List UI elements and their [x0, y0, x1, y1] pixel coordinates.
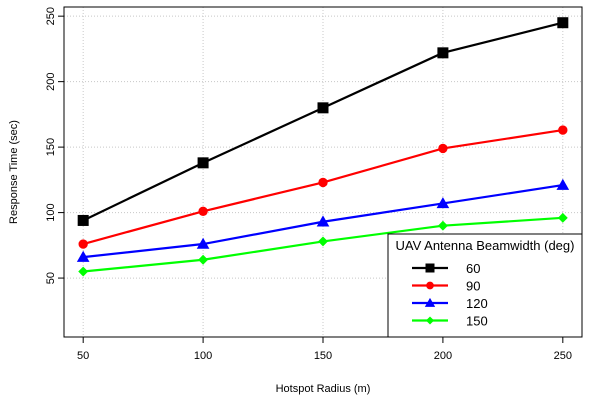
legend-label: 90 — [466, 279, 480, 294]
data-point — [438, 143, 448, 154]
legend-item: 150 — [412, 314, 488, 329]
series-150 — [78, 212, 568, 277]
x-tick-label: 150 — [314, 350, 332, 362]
x-tick-label: 100 — [194, 350, 212, 362]
data-point — [557, 17, 569, 29]
grid-lines — [64, 7, 582, 337]
x-axis: 50 100 150 200 250 — [77, 337, 572, 362]
y-tick-label: 250 — [45, 7, 57, 25]
data-point — [437, 47, 449, 59]
series-90 — [78, 125, 568, 249]
series-lines — [76, 17, 570, 277]
data-point — [436, 197, 450, 209]
data-point — [318, 177, 328, 188]
data-point — [556, 178, 570, 190]
legend-label: 120 — [466, 296, 488, 311]
legend-marker — [424, 297, 436, 307]
legend-item: 120 — [412, 296, 488, 311]
y-axis-title: Response Time (sec) — [8, 120, 20, 224]
y-tick-label: 200 — [45, 72, 57, 90]
series-60 — [77, 17, 569, 226]
y-tick-label: 150 — [45, 138, 57, 156]
data-point — [317, 102, 329, 114]
data-point — [437, 220, 448, 231]
y-tick-label: 50 — [45, 272, 57, 284]
data-point — [78, 239, 88, 249]
legend-item: 60 — [412, 261, 480, 276]
data-point — [196, 237, 210, 249]
y-tick-label: 100 — [45, 203, 57, 221]
data-point — [558, 125, 568, 135]
x-tick-label: 250 — [554, 350, 572, 362]
legend-title: UAV Antenna Beamwidth (deg) — [396, 238, 575, 253]
data-point — [198, 206, 208, 216]
data-point — [197, 157, 209, 169]
legend-label: 150 — [466, 314, 488, 329]
data-point — [316, 215, 330, 227]
x-tick-label: 200 — [434, 350, 452, 362]
legend: UAV Antenna Beamwidth (deg) 60 90 120 150 — [387, 233, 583, 338]
legend-items: 60 90 120 150 — [412, 261, 488, 329]
legend-label: 60 — [466, 261, 480, 276]
data-point — [198, 254, 209, 265]
data-point — [78, 266, 89, 277]
y-axis: 50 100 150 200 250 — [45, 7, 64, 284]
x-axis-title: Hotspot Radius (m) — [276, 383, 371, 395]
series-120 — [76, 178, 570, 262]
x-tick-label: 50 — [77, 350, 89, 362]
data-point — [318, 236, 328, 247]
legend-marker — [425, 263, 435, 273]
data-point — [76, 250, 90, 262]
legend-item: 90 — [412, 279, 480, 294]
legend-marker — [425, 316, 435, 325]
data-point — [557, 212, 568, 223]
legend-marker — [426, 281, 434, 290]
data-point — [77, 214, 89, 226]
